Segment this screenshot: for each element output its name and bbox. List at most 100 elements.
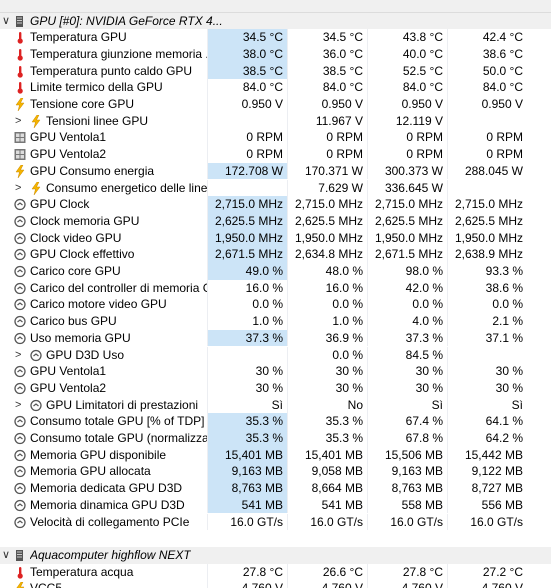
sensor-value: 541 MB [207,496,287,514]
sensor-row[interactable]: Carico motore video GPU 0.0 % 0.0 % 0.0 % 0.… [0,296,551,314]
sensor-value: 15,401 MB [287,446,367,464]
sensor-row[interactable]: GPU Ventola1 0 RPM 0 RPM 0 RPM 0 RPM [0,129,551,147]
sensor-value: 2,715.0 MHz [447,196,527,213]
sensor-label: Consumo energetico delle linee... [46,180,207,195]
sensor-row[interactable]: Memoria GPU allocata 9,163 MB 9,058 MB 9,16… [0,463,551,481]
sensor-value: 8,763 MB [367,480,447,497]
sensor-row[interactable]: Clock video GPU 1,950.0 MHz 1,950.0 MHz 1,9… [0,229,551,247]
sensor-row[interactable]: GPU Clock effettivo 2,671.5 MHz 2,634.8 MH… [0,246,551,263]
sensor-row[interactable]: Uso memoria GPU 37.3 % 36.9 % 37.3 % 37.1 % [0,329,551,347]
sensor-row[interactable]: Memoria GPU disponibile 15,401 MB 15,401 M… [0,446,551,465]
sensor-row[interactable]: GPU Consumo energia 172.708 W 170.371 W 300… [0,162,551,181]
sensor-value: 35.3 % [287,413,367,430]
sensor-value: 27.8 °C [207,563,287,581]
group-header[interactable]: ∨ GPU [#0]: NVIDIA GeForce RTX 4... [0,12,551,30]
sensor-value: 30 % [447,379,527,397]
sensor-value: 0.0 % [287,296,367,314]
sensor-icon [14,566,26,582]
sensor-icon [14,465,26,481]
sensor-label: Memoria dinamica GPU D3D [30,497,185,512]
collapse-chevron[interactable]: ∨ [2,548,11,561]
sensor-value: 8,727 MB [447,480,527,497]
sensor-value: 0.950 V [287,96,367,113]
sensor-row[interactable]: Memoria dedicata GPU D3D 8,763 MB 8,664 MB… [0,480,551,497]
sensor-row[interactable]: GPU Ventola2 0 RPM 0 RPM 0 RPM 0 RPM [0,146,551,163]
sensor-value: 2,671.5 MHz [367,246,447,263]
sensor-value: 35.3 % [287,430,367,447]
sensor-row[interactable]: GPU Clock 2,715.0 MHz 2,715.0 MHz 2,715.0 M… [0,196,551,213]
sensor-value: 172.708 W [207,162,287,180]
sensor-row[interactable]: Temperatura giunzione memoria ... 38.0 °C… [0,45,551,63]
sensor-value: 2,715.0 MHz [207,196,287,213]
sensor-row[interactable]: Carico core GPU 49.0 % 48.0 % 98.0 % 93.3 % [0,263,551,280]
sensor-label: Carico bus GPU [30,314,117,329]
sensor-row[interactable]: Consumo totale GPU (normalizzata...35.3 … [0,430,551,447]
expand-chevron[interactable]: > [15,398,22,411]
sensor-row[interactable]: GPU Ventola2 30 % 30 % 30 % 30 % [0,379,551,397]
sensor-value: 30 % [287,363,367,380]
sensor-label: GPU Clock effettivo [30,247,135,262]
sensor-value [207,179,287,197]
sensor-value: 84.5 % [367,346,447,364]
group-title: GPU [#0]: NVIDIA GeForce RTX 4... [30,13,223,28]
sensor-value: 9,058 MB [287,463,367,481]
sensor-row[interactable]: Carico bus GPU 1.0 % 1.0 % 4.0 % 2.1 % [0,313,551,330]
sensor-row[interactable]: Tensione core GPU 0.950 V 0.950 V 0.950 V 0.… [0,96,551,113]
sensor-row[interactable]: Velocità di collegamento PCIe 16.0 GT/s 16… [0,513,551,531]
sensor-value: 4.0 % [367,313,447,330]
sensor-value: 15,401 MB [207,446,287,464]
expand-chevron[interactable]: > [15,181,22,194]
sensor-icon [14,164,26,181]
sensor-value: 8,664 MB [287,480,367,497]
sensor-value: 43.8 °C [367,29,447,46]
sensor-label: Carico motore video GPU [30,297,167,312]
sensor-row[interactable]: GPU Ventola1 30 % 30 % 30 % 30 % [0,363,551,380]
sensor-row[interactable]: > Tensioni linee GPU 11.967 V 12.119 V [0,112,551,130]
sensor-label: Carico del controller di memoria G... [30,280,207,295]
sensor-value: 37.3 % [207,329,287,347]
sensor-value: 64.1 % [447,413,527,430]
sensor-row[interactable]: Temperatura acqua 27.8 °C 26.6 °C 27.8 °C 27… [0,563,551,582]
sensor-value [447,346,527,364]
sensor-value: 2,634.8 MHz [287,246,367,263]
sensor-value: 170.371 W [287,162,367,180]
sensor-value: 4.760 V [207,580,287,588]
sensor-label: GPU Ventola1 [30,130,107,145]
sensor-value: 84.0 °C [287,79,367,96]
sensor-value: 0 RPM [207,146,287,163]
sensor-row[interactable]: > GPU D3D Uso 0.0 % 84.5 % [0,346,551,364]
sensor-row[interactable]: Limite termico della GPU 84.0 °C 84.0 °C 84… [0,79,551,96]
collapse-chevron[interactable]: ∨ [2,14,11,27]
sensor-icon [14,365,26,381]
expand-chevron[interactable]: > [15,348,22,361]
sensor-icon [30,399,42,415]
sensor-icon [14,449,26,465]
sensor-row[interactable]: Memoria dinamica GPU D3D 541 MB 541 MB 558 … [0,496,551,514]
expand-chevron[interactable]: > [15,114,22,127]
sensor-label: Carico core GPU [30,264,121,278]
sensor-row[interactable]: Temperatura punto caldo GPU 38.5 °C 38.5 °… [0,62,551,80]
sensor-value: 16.0 % [287,279,367,297]
sensor-row[interactable]: > Consumo energetico delle linee... 7.629 … [0,179,551,197]
sensor-row[interactable]: Clock memoria GPU 2,625.5 MHz 2,625.5 MHz 2… [0,212,551,230]
sensor-value: 52.5 °C [367,62,447,80]
sensor-label: Uso memoria GPU [30,330,131,345]
sensor-label: Clock memoria GPU [30,213,140,228]
sensor-value: 4.760 V [367,580,447,588]
sensor-value: 15,506 MB [367,446,447,464]
group-header[interactable]: ∨ Aquacomputer highflow NEXT [0,546,551,564]
sensor-value: 49.0 % [207,263,287,280]
sensor-value: 38.5 °C [207,62,287,80]
sensor-label: GPU Clock [30,197,90,212]
sensor-icon [14,482,26,498]
sensor-row[interactable]: Consumo totale GPU [% of TDP] 35.3 % 35.3 … [0,413,551,430]
sensor-value: 16.0 % [207,279,287,297]
sensor-value: 1.0 % [287,313,367,330]
sensor-value: 9,163 MB [367,463,447,481]
sensor-row[interactable]: Carico del controller di memoria G... 16.… [0,279,551,297]
sensor-value: 15,442 MB [447,446,527,464]
sensor-label: GPU Ventola1 [30,364,107,379]
sensor-row[interactable]: VCC54.760 V4.760 V4.760 V4.760 V [0,580,551,588]
sensor-row[interactable]: Temperatura GPU 34.5 °C 34.5 °C 43.8 °C 42.4… [0,29,551,46]
sensor-row[interactable]: > GPU Limitatori di prestazioni Sì No Sì Sì [0,396,551,415]
